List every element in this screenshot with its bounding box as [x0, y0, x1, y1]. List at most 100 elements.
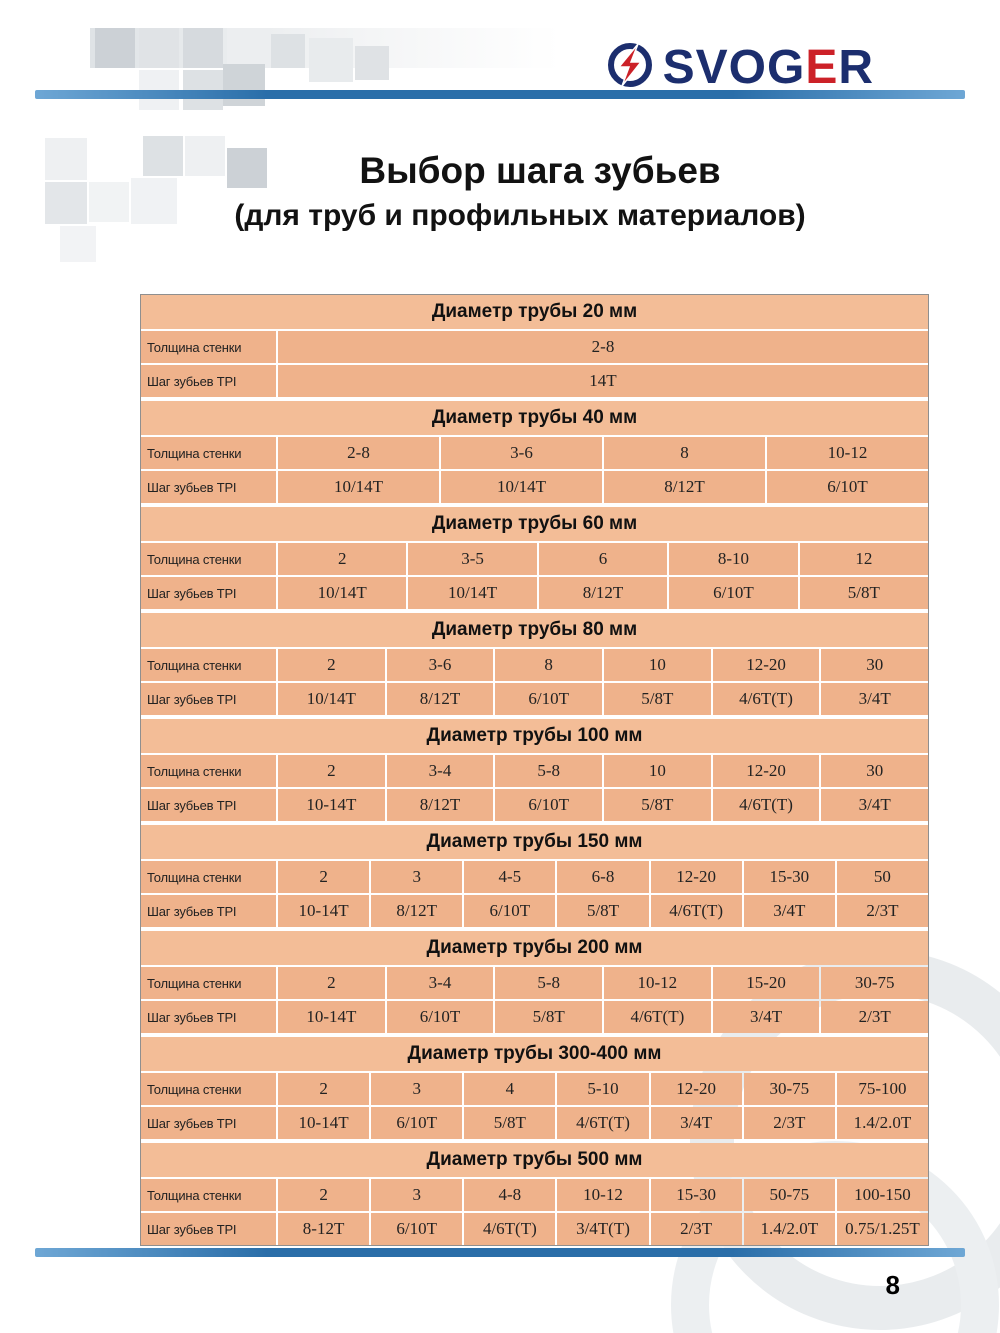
tpi-value-cell: 10/14T [278, 471, 439, 503]
tpi-value-cell: 3/4T [743, 895, 835, 927]
thickness-value-cell: 5-8 [495, 755, 603, 787]
tpi-value-cell: 10-14T [278, 1107, 370, 1139]
table-section: Диаметр трубы 200 мм Толщина стенки 2 3-4 5-… [141, 931, 929, 1033]
deco-square [139, 28, 179, 68]
row-label: Толщина стенки [141, 755, 276, 787]
thickness-value-cell: 12 [799, 543, 929, 575]
thickness-value-cell: 5-8 [495, 967, 603, 999]
row-label: Шаг зубьев TPI [141, 1001, 276, 1033]
row-label: Толщина стенки [141, 861, 276, 893]
tpi-value-cell: 5/8T [464, 1107, 556, 1139]
tpi-value-cell: 8/12T [386, 789, 494, 821]
logo: SVOGER [605, 40, 874, 95]
table-section: Диаметр трубы 100 мм Толщина стенки 2 3-4 5-… [141, 719, 929, 821]
thickness-value-cell: 10 [604, 649, 711, 681]
thickness-value-cell: 3 [371, 1179, 463, 1211]
tpi-value-cell: 6/10T [495, 683, 603, 715]
tpi-value-cell: 10-14T [278, 895, 370, 927]
deco-square [131, 178, 177, 224]
tpi-value-cell: 2/3T [836, 895, 928, 927]
table-section: Диаметр трубы 150 мм Толщина стенки 2 3 4-5 6… [141, 825, 928, 927]
tpi-row: Шаг зубьев TPI 14T [141, 365, 928, 397]
thickness-value-cell: 4-5 [464, 861, 556, 893]
thickness-row: Толщина стенки 2 3-4 5-8 10 12-20 30 [141, 755, 929, 787]
tpi-value-cell: 10/14T [408, 577, 537, 609]
tpi-value-cell: 4/6T(T) [604, 1001, 711, 1033]
tpi-value-cell: 14T [278, 365, 928, 397]
table-section: Диаметр трубы 300-400 мм Толщина стенки 2 3… [141, 1037, 928, 1139]
svoger-bolt-ring-icon [605, 40, 655, 95]
section-header: Диаметр трубы 40 мм [141, 401, 928, 435]
tpi-value-cell: 6/10T [669, 577, 798, 609]
thickness-row: Толщина стенки 2-8 [141, 331, 928, 363]
logo-part-3: R [838, 40, 874, 94]
tpi-value-cell: 8/12T [604, 471, 765, 503]
thickness-value-cell: 3-5 [408, 543, 537, 575]
tpi-value-cell: 3/4T [821, 683, 929, 715]
tpi-value-cell: 10/14T [278, 577, 407, 609]
table-section: Диаметр трубы 500 мм Толщина стенки 2 3 4-8 1… [141, 1143, 928, 1245]
thickness-value-cell: 2 [278, 1073, 370, 1105]
thickness-value-cell: 2 [278, 543, 407, 575]
thickness-value-cell: 3-4 [386, 967, 494, 999]
row-label: Шаг зубьев TPI [141, 471, 276, 503]
row-label: Шаг зубьев TPI [141, 577, 276, 609]
thickness-value-cell: 50 [836, 861, 928, 893]
thickness-value-cell: 2 [278, 967, 385, 999]
row-label: Толщина стенки [141, 967, 276, 999]
logo-part-2: E [805, 40, 839, 94]
table-section: Диаметр трубы 60 мм Толщина стенки 2 3-5 6 8-… [141, 507, 929, 609]
tpi-value-cell: 0.75/1.25T [836, 1213, 928, 1245]
section-header: Диаметр трубы 300-400 мм [141, 1037, 928, 1071]
tpi-value-cell: 8-12T [278, 1213, 370, 1245]
tpi-row: Шаг зубьев TPI 10/14T 10/14T 8/12T 6/10T [141, 471, 928, 503]
tpi-value-cell: 3/4T [821, 789, 929, 821]
bottom-divider [35, 1248, 965, 1257]
thickness-value-cell: 30-75 [743, 1073, 835, 1105]
deco-square [271, 34, 305, 68]
thickness-value-cell: 3 [371, 1073, 463, 1105]
thickness-value-cell: 4-8 [464, 1179, 556, 1211]
section-header: Диаметр трубы 60 мм [141, 507, 928, 541]
thickness-value-cell: 2-8 [278, 437, 439, 469]
deco-square [227, 28, 267, 68]
tpi-row: Шаг зубьев TPI 10-14T 8/12T 6/10T 5/8T 4/6T(T… [141, 789, 929, 821]
tpi-value-cell: 3/4T(T) [557, 1213, 649, 1245]
row-label: Шаг зубьев TPI [141, 683, 276, 715]
row-label: Шаг зубьев TPI [141, 365, 276, 397]
thickness-value-cell: 8-10 [669, 543, 798, 575]
table-section: Диаметр трубы 40 мм Толщина стенки 2-8 3-6 8… [141, 401, 928, 503]
tpi-value-cell: 5/8T [495, 1001, 603, 1033]
thickness-value-cell: 4 [464, 1073, 556, 1105]
thickness-value-cell: 30 [821, 755, 929, 787]
thickness-value-cell: 3-4 [386, 755, 494, 787]
section-header: Диаметр трубы 200 мм [141, 931, 928, 965]
thickness-value-cell: 50-75 [743, 1179, 835, 1211]
tpi-value-cell: 2/3T [650, 1213, 742, 1245]
row-label: Шаг зубьев TPI [141, 1213, 276, 1245]
tpi-value-cell: 6/10T [371, 1107, 463, 1139]
thickness-row: Толщина стенки 2 3-4 5-8 10-12 15-20 30-75 [141, 967, 929, 999]
thickness-row: Толщина стенки 2 3-5 6 8-10 12 [141, 543, 929, 575]
thickness-row: Толщина стенки 2 3 4 5-10 12-20 30-75 75-100 [141, 1073, 928, 1105]
tpi-value-cell: 1.4/2.0T [743, 1213, 835, 1245]
thickness-value-cell: 12-20 [650, 861, 742, 893]
tpi-value-cell: 2/3T [743, 1107, 835, 1139]
tpi-value-cell: 8/12T [538, 577, 668, 609]
thickness-value-cell: 100-150 [836, 1179, 928, 1211]
thickness-value-cell: 12-20 [712, 649, 820, 681]
section-header: Диаметр трубы 80 мм [141, 613, 928, 647]
tpi-value-cell: 10/14T [278, 683, 385, 715]
tpi-value-cell: 4/6T(T) [464, 1213, 556, 1245]
thickness-value-cell: 3 [371, 861, 463, 893]
tpi-value-cell: 10-14T [278, 1001, 385, 1033]
thickness-value-cell: 2 [278, 755, 385, 787]
row-label: Толщина стенки [141, 1073, 276, 1105]
tpi-row: Шаг зубьев TPI 10/14T 8/12T 6/10T 5/8T 4/6T(T… [141, 683, 929, 715]
logo-part-1: SVOG [662, 40, 806, 94]
tpi-row: Шаг зубьев TPI 10-14T 6/10T 5/8T 4/6T(T) 3/4T… [141, 1107, 928, 1139]
deco-square [45, 138, 87, 180]
deco-square [355, 46, 389, 80]
thickness-value-cell: 15-30 [743, 861, 835, 893]
tpi-value-cell: 3/4T [712, 1001, 820, 1033]
